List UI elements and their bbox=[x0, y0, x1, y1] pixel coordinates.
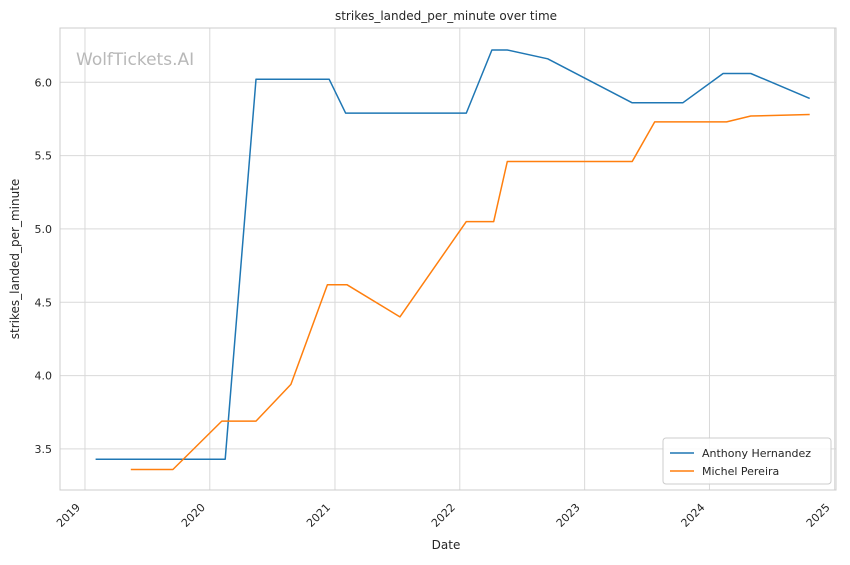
plot-frame bbox=[59, 27, 837, 491]
series-line-anthony-hernandez bbox=[95, 49, 810, 460]
watermark-text: WolfTickets.AI bbox=[76, 50, 194, 70]
y-tick-label: 4.5 bbox=[35, 296, 53, 309]
y-tick-label: 4.0 bbox=[35, 370, 53, 383]
y-tick-label: 5.5 bbox=[35, 150, 53, 163]
x-axis-label: Date bbox=[432, 538, 461, 552]
legend-label-anthony-hernandez: Anthony Hernandez bbox=[702, 447, 811, 460]
legend-label-michel-pereira: Michel Pereira bbox=[702, 465, 779, 478]
grid bbox=[60, 28, 836, 490]
y-axis-label: strikes_landed_per_minute bbox=[8, 179, 22, 340]
y-tick-label: 6.0 bbox=[35, 76, 53, 89]
y-axis-ticks: 3.5 4.0 4.5 5.0 5.5 6.0 bbox=[35, 76, 53, 456]
legend: Anthony Hernandez Michel Pereira bbox=[662, 437, 832, 485]
chart-title: strikes_landed_per_minute over time bbox=[335, 9, 557, 23]
series-line-michel-pereira bbox=[130, 113, 810, 471]
legend-box bbox=[662, 437, 832, 485]
series-lines bbox=[95, 49, 810, 471]
y-tick-label: 5.0 bbox=[35, 223, 53, 236]
y-tick-label: 3.5 bbox=[35, 443, 53, 456]
